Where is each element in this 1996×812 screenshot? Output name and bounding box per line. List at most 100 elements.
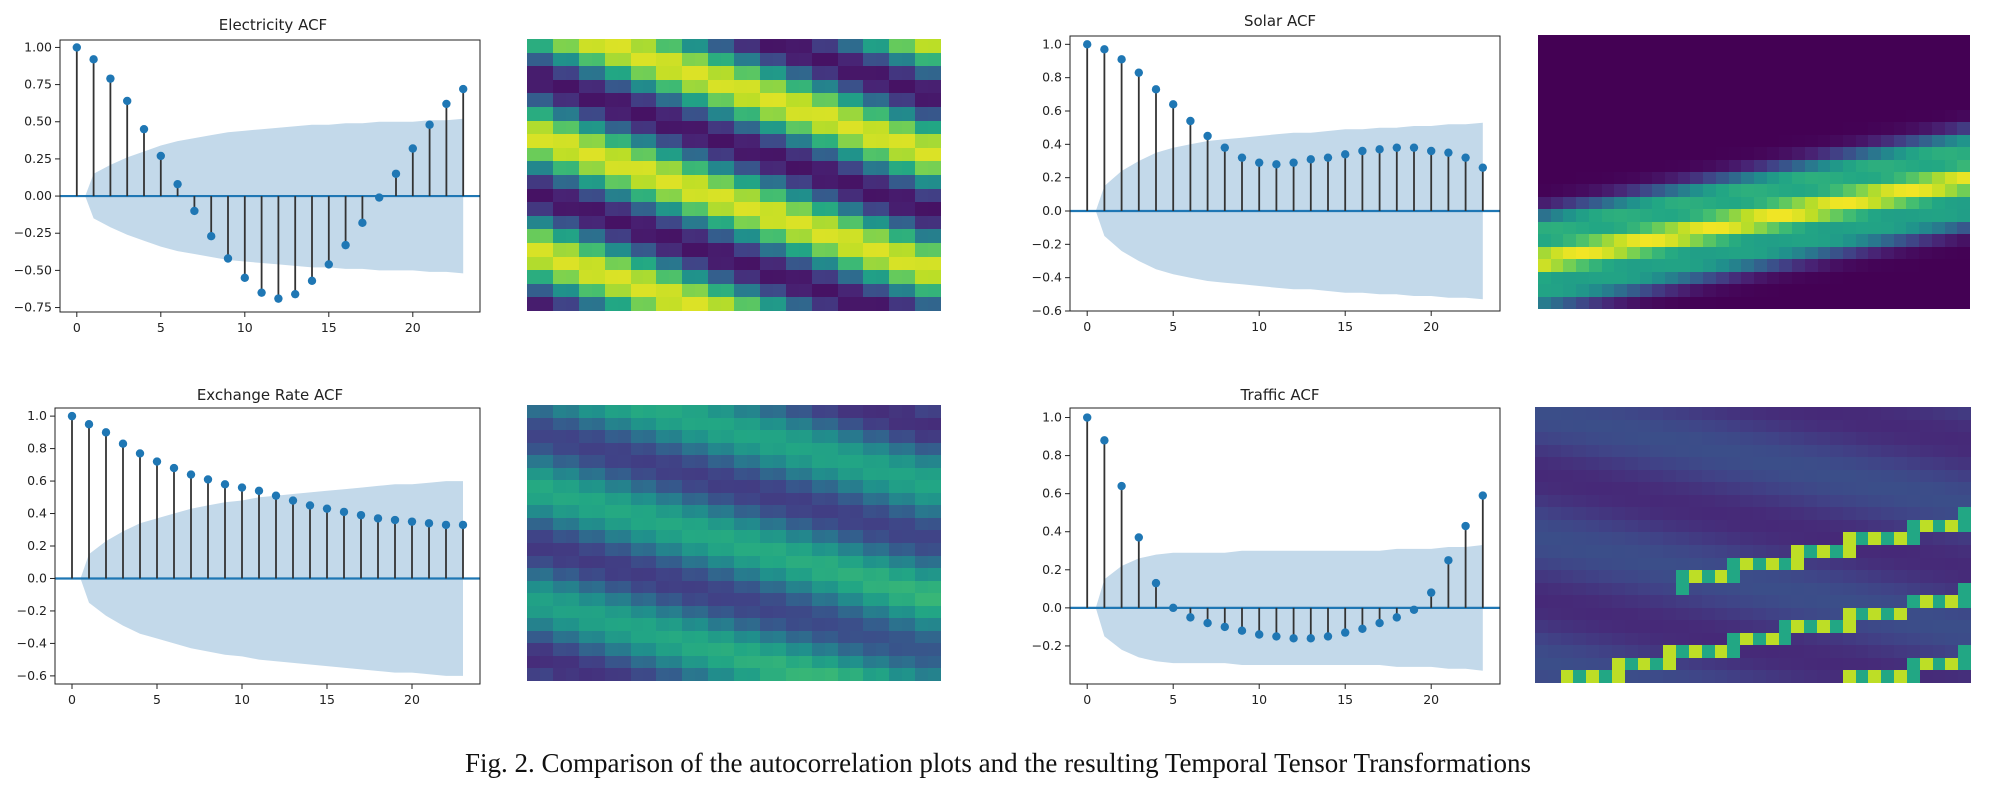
data-point	[254, 486, 264, 495]
heatmap-cell	[1639, 35, 1653, 48]
heatmap-cell	[1804, 670, 1818, 683]
heatmap-cell	[1931, 284, 1945, 297]
heatmap-cell	[1752, 545, 1766, 558]
heatmap-cell	[1817, 645, 1830, 658]
heatmap-cell	[1611, 457, 1625, 470]
heatmap-cell	[1703, 109, 1716, 123]
heatmap-cell	[539, 492, 553, 506]
heatmap-cell	[1855, 595, 1869, 608]
heatmap-cell	[1931, 97, 1945, 110]
heatmap-cell	[824, 297, 838, 311]
heatmap-cell	[798, 107, 812, 121]
heatmap-cell	[1868, 645, 1882, 658]
heatmap-cell	[539, 202, 553, 216]
heatmap-cell	[1792, 171, 1805, 185]
heatmap-cell	[798, 79, 812, 94]
y-tick-label: 0.50	[24, 114, 52, 129]
heatmap-cell	[759, 543, 773, 556]
heatmap-cell	[669, 256, 683, 271]
heatmap-cell	[1560, 419, 1574, 433]
heatmap-cell	[1855, 494, 1869, 508]
heatmap-cell	[889, 202, 903, 216]
heatmap-cell	[604, 430, 618, 443]
heatmap-cell	[552, 593, 566, 606]
heatmap-cell	[1855, 457, 1869, 470]
heatmap-cell	[1778, 595, 1792, 608]
heatmap-cell	[565, 93, 579, 107]
heatmap-cell	[1677, 246, 1691, 260]
heatmap-cell	[850, 243, 864, 257]
heatmap-cell	[850, 229, 864, 243]
heatmap-cell	[643, 107, 657, 121]
heatmap-cell	[915, 134, 929, 148]
data-point	[1255, 158, 1264, 167]
heatmap-cell	[1817, 72, 1831, 85]
heatmap-cell	[1588, 72, 1602, 85]
data-point	[1237, 153, 1247, 162]
heatmap-cell	[1957, 284, 1970, 297]
data-point	[123, 96, 132, 106]
heatmap-cell	[915, 580, 929, 594]
heatmap-cell	[902, 93, 916, 107]
heatmap-cell	[1535, 545, 1548, 558]
heatmap-cell	[915, 442, 929, 456]
heatmap-cell	[1906, 97, 1920, 110]
heatmap-cell	[643, 505, 657, 518]
acf-chart-exchange: 1.00.80.60.40.20.0−0.2−0.4−0.60 5 10 15 20	[17, 407, 481, 707]
heatmap-cell	[1868, 47, 1882, 60]
heatmap-cell	[721, 492, 734, 506]
heatmap-cell	[1535, 444, 1548, 458]
heatmap-cell	[1842, 221, 1856, 235]
heatmap-cell	[1906, 109, 1920, 123]
heatmap-cell	[1791, 432, 1805, 445]
heatmap-cell	[1829, 469, 1843, 483]
heatmap-cell	[565, 530, 579, 543]
heatmap-cell	[1931, 35, 1945, 48]
heatmap-cell	[798, 215, 812, 230]
heatmap-cell	[850, 79, 864, 94]
heatmap-cell	[578, 202, 592, 216]
heatmap-cell	[1586, 595, 1600, 608]
heatmap-cell	[1919, 482, 1933, 495]
heatmap-cell	[682, 467, 696, 481]
heatmap-cell	[1538, 122, 1551, 135]
heatmap-cell	[759, 202, 773, 216]
heatmap-cell	[1893, 234, 1907, 247]
heatmap-cell	[630, 107, 644, 121]
data-point	[186, 470, 196, 479]
heatmap-cell	[1779, 271, 1793, 285]
heatmap-cell	[1817, 482, 1830, 495]
heatmap-cell	[527, 605, 540, 619]
heatmap-cell	[1919, 97, 1932, 110]
heatmap-cell	[889, 134, 903, 148]
heatmap-cell	[1945, 645, 1959, 658]
heatmap-cell	[1690, 72, 1704, 85]
heatmap-cell	[1535, 632, 1548, 646]
heatmap-cell	[1701, 532, 1715, 545]
heatmap-cell	[669, 107, 683, 121]
heatmap-cell	[837, 517, 851, 531]
heatmap-cell	[889, 120, 903, 135]
heatmap-cell	[1547, 519, 1561, 533]
heatmap-cell	[1778, 407, 1792, 420]
heatmap-cell	[1677, 72, 1691, 85]
heatmap-cell	[1791, 494, 1805, 508]
heatmap-cell	[1817, 147, 1831, 160]
heatmap-cell	[527, 492, 540, 506]
heatmap-cell	[1740, 607, 1753, 621]
heatmap-cell	[695, 580, 709, 594]
heatmap-cell	[1817, 184, 1831, 197]
chart-title-exchange: Exchange Rate ACF	[196, 386, 344, 404]
heatmap-cell	[746, 655, 760, 669]
heatmap-cell	[850, 39, 864, 53]
heatmap-cell	[746, 593, 760, 606]
heatmap-cell	[708, 161, 722, 175]
heatmap-cell	[682, 618, 696, 631]
heatmap-cell	[824, 270, 838, 284]
heatmap-cell	[1944, 109, 1958, 123]
heatmap-cell	[772, 430, 786, 443]
heatmap-cell	[591, 480, 605, 493]
heatmap-cell	[1727, 407, 1741, 420]
heatmap-cell	[1538, 296, 1551, 309]
heatmap-cell	[682, 66, 696, 80]
